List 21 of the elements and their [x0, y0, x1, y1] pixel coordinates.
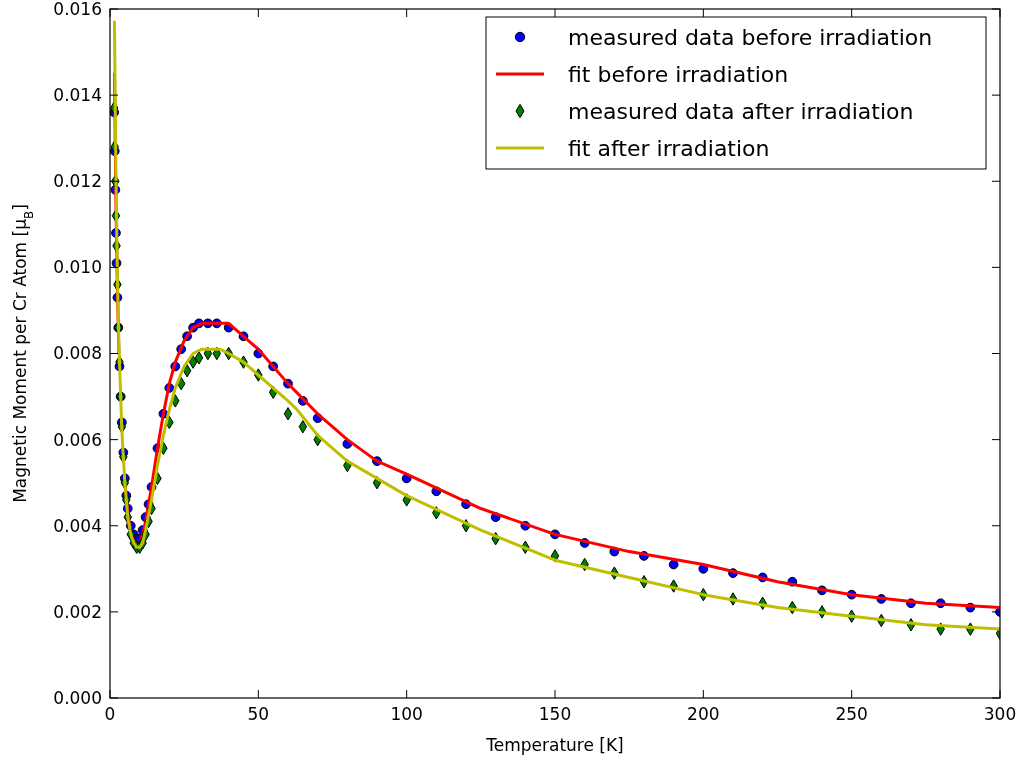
x-tick-label: 50 — [247, 704, 270, 724]
y-tick-label: 0.008 — [53, 343, 102, 364]
x-axis-title: Temperature [K] — [485, 735, 624, 755]
legend-label: fit after irradiation — [568, 135, 770, 161]
y-tick-label: 0.014 — [53, 85, 102, 106]
x-tick-label: 0 — [104, 704, 116, 724]
x-tick-label: 100 — [390, 704, 423, 724]
y-tick-label: 0.012 — [53, 171, 102, 192]
legend-label: fit before irradiation — [568, 61, 789, 87]
y-tick-label: 0.010 — [53, 257, 102, 278]
x-tick-label: 250 — [835, 704, 868, 724]
y-tick-label: 0.006 — [53, 429, 102, 450]
legend-label: measured data after irradiation — [568, 98, 914, 124]
legend-label: measured data before irradiation — [568, 24, 933, 50]
y-tick-label: 0.002 — [53, 601, 102, 622]
y-tick-label: 0.004 — [53, 515, 102, 536]
x-tick-label: 200 — [687, 704, 720, 724]
x-tick-label: 150 — [538, 704, 572, 724]
x-tick-label: 300 — [983, 704, 1017, 724]
y-tick-label: 0.000 — [53, 687, 102, 708]
y-tick-label: 0.016 — [53, 0, 102, 19]
